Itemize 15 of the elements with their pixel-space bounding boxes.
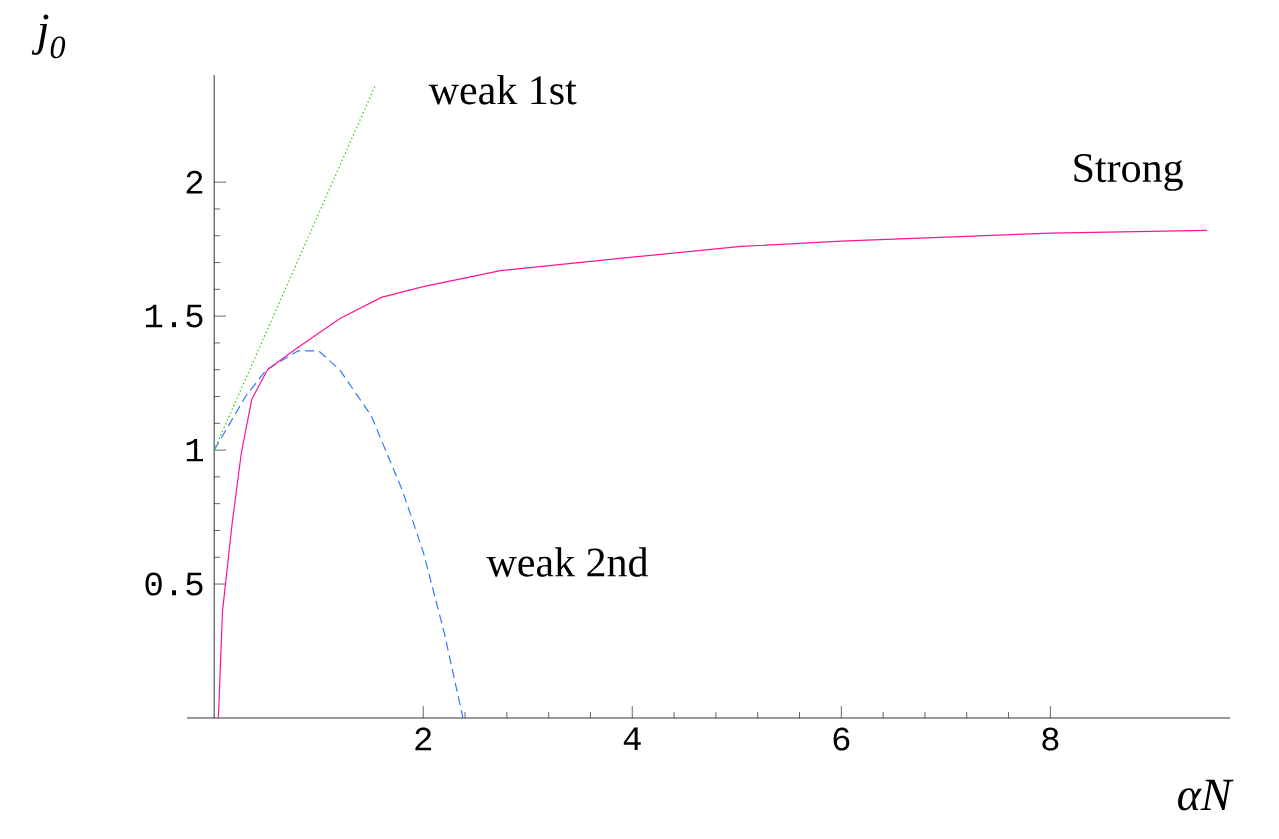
series-label: Strong: [1074, 153, 1183, 191]
line-series: [217, 229, 1208, 719]
series-label: weak 2nd: [486, 547, 649, 577]
x-tick-label: 4: [623, 727, 641, 750]
x-tick-label: 6: [833, 727, 850, 751]
y-axis-title: j$_{0}$: [31, 14, 66, 59]
x-tick-label: 2: [415, 727, 432, 751]
x-axis-title: αN: [1178, 779, 1234, 811]
y-tick-label: 1: [186, 438, 203, 462]
x-tick-label: 8: [1042, 727, 1059, 751]
y-tick-label: 0.5: [145, 572, 203, 596]
y-tick-label: 2: [186, 170, 203, 194]
y-tick-label: 1.5: [145, 304, 203, 328]
line-series: [213, 350, 464, 719]
series-label: weak 1st: [428, 74, 577, 105]
